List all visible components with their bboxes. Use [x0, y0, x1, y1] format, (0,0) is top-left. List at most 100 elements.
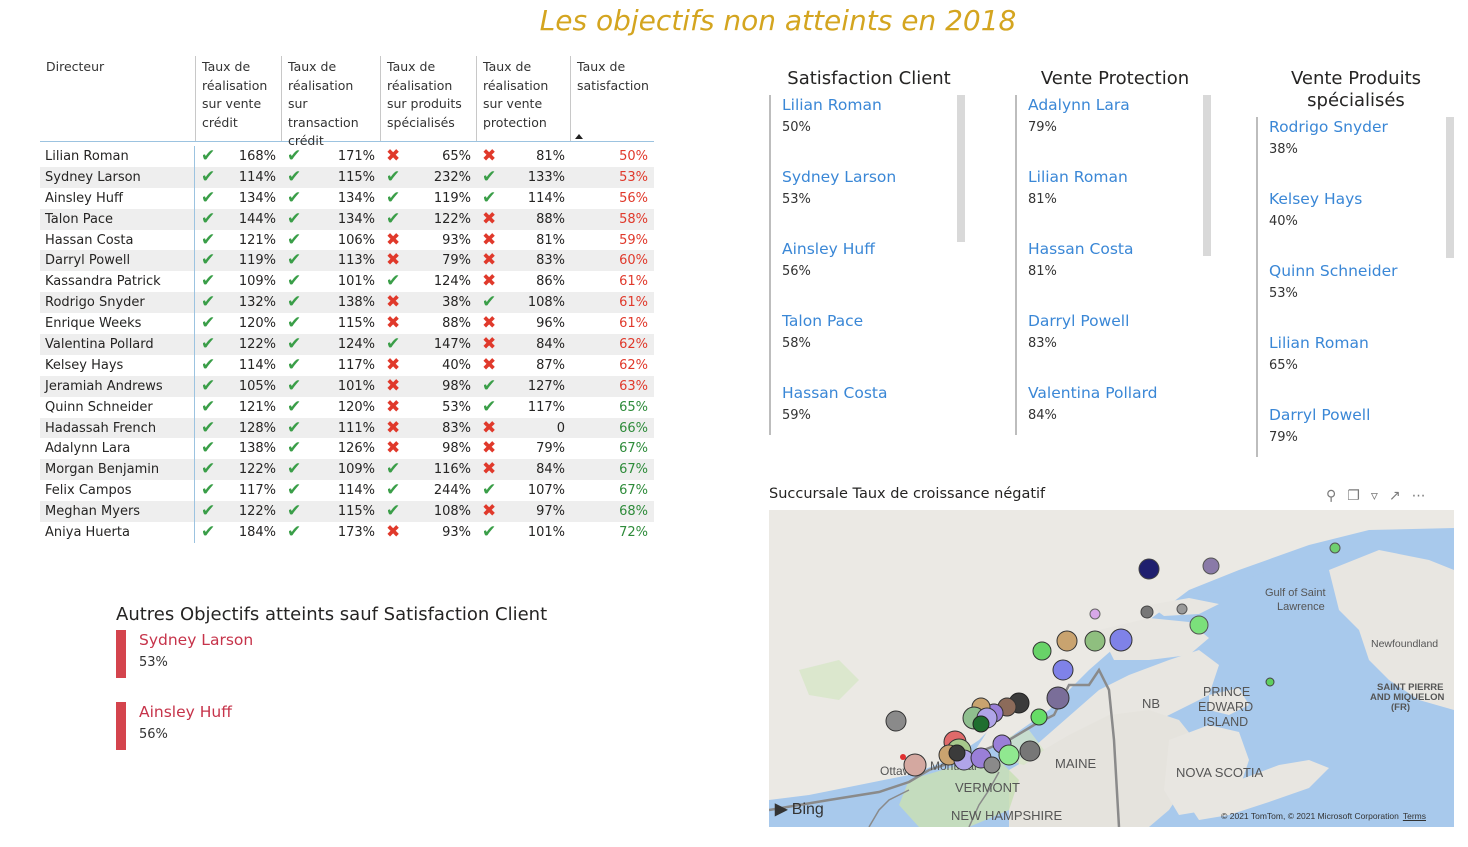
card-satisfaction-scrollbar[interactable]: [957, 95, 965, 242]
table-row[interactable]: Aniya Huerta ✔ 184% ✔ 173% ✖ 93% ✔ 101% 72%: [40, 522, 654, 543]
terms-link[interactable]: Terms: [1402, 811, 1426, 821]
header-directeur[interactable]: Directeur: [46, 59, 105, 74]
card-item-value: 50%: [782, 120, 811, 135]
more-options-icon[interactable]: ⋯: [1411, 488, 1426, 504]
map-bubble[interactable]: [1109, 628, 1133, 652]
card-list-item[interactable]: Kelsey Hays 40%: [1256, 189, 1456, 261]
map-bubble[interactable]: [1176, 603, 1188, 615]
card-item-value: 83%: [1028, 336, 1057, 351]
map-bubble[interactable]: [983, 756, 1001, 774]
header-produits[interactable]: Taux de réalisation sur produits spécial…: [380, 56, 476, 141]
card-list-item[interactable]: Lilian Roman 65%: [1256, 333, 1456, 405]
table-row[interactable]: Darryl Powell ✔ 119% ✔ 113% ✖ 79% ✖ 83% 60%: [40, 250, 654, 272]
map-bubble[interactable]: [1046, 686, 1070, 710]
map-bubble[interactable]: [1052, 659, 1074, 681]
cell-value: 101%: [337, 378, 375, 394]
table-row[interactable]: Hassan Costa ✔ 121% ✔ 106% ✖ 93% ✖ 81% 59%: [40, 229, 654, 251]
table-cell: ✔ 106%: [281, 230, 380, 251]
table-row[interactable]: Sydney Larson ✔ 114% ✔ 115% ✔ 232% ✔ 133% 53%: [40, 166, 654, 188]
directeur-name: Jeramiah Andrews: [40, 375, 195, 397]
header-protection[interactable]: Taux de réalisation sur vente protection: [476, 56, 570, 141]
map-bubble[interactable]: [885, 710, 907, 732]
table-row[interactable]: Talon Pace ✔ 144% ✔ 134% ✔ 122% ✖ 88% 58%: [40, 208, 654, 230]
table-row[interactable]: Hadassah French ✔ 128% ✔ 111% ✖ 83% ✖ 0 66%: [40, 417, 654, 439]
map-bubble[interactable]: [972, 715, 990, 733]
map-bubble[interactable]: [1329, 542, 1341, 554]
table-row[interactable]: Kelsey Hays ✔ 114% ✔ 117% ✖ 40% ✖ 87% 62%: [40, 354, 654, 376]
header-satisfaction[interactable]: Taux de satisfaction: [570, 56, 654, 141]
table-row[interactable]: Quinn Schneider ✔ 121% ✔ 120% ✖ 53% ✔ 117% 65%: [40, 396, 654, 418]
check-icon: ✔: [482, 480, 497, 501]
table-row[interactable]: Morgan Benjamin ✔ 122% ✔ 109% ✔ 116% ✖ 84% 67%: [40, 459, 654, 481]
card-list-item[interactable]: Hassan Costa 59%: [769, 383, 969, 435]
map-canvas: Gulf of Saint Lawrence Newfoundland PRIN…: [769, 510, 1454, 827]
table-cell: ✔ 133%: [476, 167, 570, 188]
card-list-item[interactable]: Darryl Powell 79%: [1256, 405, 1456, 457]
map-bubble[interactable]: [1202, 557, 1220, 575]
focus-mode-icon[interactable]: ↗: [1388, 488, 1401, 504]
card-list-item[interactable]: Rodrigo Snyder 38%: [1256, 117, 1456, 189]
table-row[interactable]: Valentina Pollard ✔ 122% ✔ 124% ✔ 147% ✖ 84% 62%: [40, 334, 654, 355]
check-icon: ✔: [287, 187, 302, 208]
map-bubble[interactable]: [900, 754, 906, 760]
branch-map[interactable]: Gulf of Saint Lawrence Newfoundland PRIN…: [769, 510, 1454, 827]
cell-value: 93%: [442, 232, 471, 248]
map-bubble[interactable]: [1032, 641, 1052, 661]
map-bubble[interactable]: [1056, 630, 1078, 652]
copy-icon[interactable]: ❐: [1347, 488, 1360, 504]
map-bubble[interactable]: [1140, 605, 1154, 619]
card-produits-list[interactable]: Rodrigo Snyder 38% Kelsey Hays 40% Quinn Sch…: [1256, 117, 1456, 457]
table-row[interactable]: Meghan Myers ✔ 122% ✔ 115% ✔ 108% ✖ 97% 68%: [40, 501, 654, 523]
cell-value: 115%: [337, 169, 375, 185]
other-objective-item[interactable]: Sydney Larson 53%: [116, 630, 253, 678]
directeur-name: Rodrigo Snyder: [40, 292, 195, 314]
card-satisfaction-list[interactable]: Lilian Roman 50% Sydney Larson 53% Ainsley H…: [769, 95, 969, 435]
map-bubble[interactable]: [903, 753, 927, 777]
filter-icon[interactable]: ▿: [1370, 488, 1378, 504]
card-list-item[interactable]: Adalynn Lara 79%: [1015, 95, 1215, 167]
card-list-item[interactable]: Ainsley Huff 56%: [769, 239, 969, 311]
table-row[interactable]: Enrique Weeks ✔ 120% ✔ 115% ✖ 88% ✖ 96% 61%: [40, 313, 654, 335]
table-row[interactable]: Adalynn Lara ✔ 138% ✔ 126% ✖ 98% ✖ 79% 67%: [40, 438, 654, 460]
map-bubble[interactable]: [948, 744, 966, 762]
card-item-value: 59%: [782, 408, 811, 423]
table-row[interactable]: Kassandra Patrick ✔ 109% ✔ 101% ✔ 124% ✖ 86% 61%: [40, 271, 654, 293]
table-row[interactable]: Lilian Roman ✔ 168% ✔ 171% ✖ 65% ✖ 81% 50%: [40, 146, 654, 167]
map-bubble[interactable]: [1030, 708, 1048, 726]
table-row[interactable]: Felix Campos ✔ 117% ✔ 114% ✔ 244% ✔ 107% 67%: [40, 480, 654, 502]
card-list-item[interactable]: Talon Pace 58%: [769, 311, 969, 383]
cross-icon: ✖: [482, 145, 497, 166]
directeur-name: Felix Campos: [40, 480, 195, 502]
map-bubble[interactable]: [1084, 630, 1106, 652]
card-list-item[interactable]: Quinn Schneider 53%: [1256, 261, 1456, 333]
card-list-item[interactable]: Lilian Roman 50%: [769, 95, 969, 167]
card-list-item[interactable]: Lilian Roman 81%: [1015, 167, 1215, 239]
header-credit[interactable]: Taux de réalisation sur vente crédit: [195, 56, 281, 141]
card-produits-scrollbar[interactable]: [1446, 117, 1454, 258]
map-label-spm1: SAINT PIERRE: [1377, 682, 1444, 693]
table-row[interactable]: Ainsley Huff ✔ 134% ✔ 134% ✔ 119% ✔ 114% 56%: [40, 187, 654, 209]
map-bubble[interactable]: [1089, 608, 1101, 620]
cell-value: 124%: [433, 274, 471, 290]
other-objective-item[interactable]: Ainsley Huff 56%: [116, 702, 232, 750]
table-cell: ✖ 93%: [380, 230, 476, 251]
header-transaction[interactable]: Taux de réalisation sur transaction créd…: [281, 56, 380, 148]
map-bubble[interactable]: [1265, 677, 1275, 687]
cross-icon: ✖: [386, 396, 401, 417]
card-list-item[interactable]: Sydney Larson 53%: [769, 167, 969, 239]
check-icon: ✔: [201, 313, 216, 334]
table-row[interactable]: Rodrigo Snyder ✔ 132% ✔ 138% ✖ 38% ✔ 108% 61%: [40, 292, 654, 314]
sort-ascending-icon[interactable]: [575, 134, 583, 139]
card-list-item[interactable]: Hassan Costa 81%: [1015, 239, 1215, 311]
card-protection-list[interactable]: Adalynn Lara 79% Lilian Roman 81% Hassan Cos…: [1015, 95, 1215, 435]
card-list-item[interactable]: Valentina Pollard 84%: [1015, 383, 1215, 435]
map-bubble[interactable]: [1138, 558, 1160, 580]
table-cell: ✖ 53%: [380, 397, 476, 418]
map-bubble[interactable]: [1019, 740, 1041, 762]
map-bubble[interactable]: [998, 744, 1020, 766]
pin-icon[interactable]: ⚲: [1326, 488, 1337, 504]
table-row[interactable]: Jeramiah Andrews ✔ 105% ✔ 101% ✖ 98% ✔ 127% 63%: [40, 375, 654, 397]
card-protection-scrollbar[interactable]: [1203, 95, 1211, 256]
map-bubble[interactable]: [1189, 615, 1209, 635]
card-list-item[interactable]: Darryl Powell 83%: [1015, 311, 1215, 383]
